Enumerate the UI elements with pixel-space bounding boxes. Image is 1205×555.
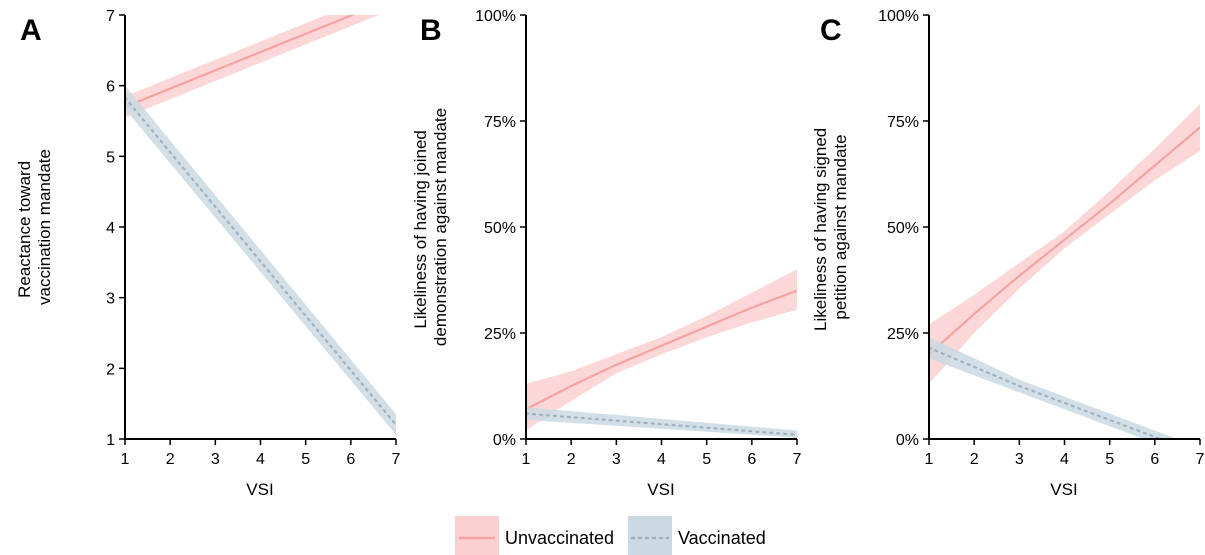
- legend: Unvaccinated Vaccinated: [455, 516, 766, 555]
- y-tick-label: 5: [106, 149, 115, 166]
- panel-letter: C: [820, 14, 842, 47]
- y-tick-label: 100%: [475, 8, 516, 25]
- x-tick-label: 2: [970, 451, 979, 468]
- data-layer: [526, 269, 797, 438]
- confidence-band-unvaccinated: [929, 104, 1200, 384]
- x-tick-label: 7: [392, 451, 401, 468]
- x-tick-label: 3: [612, 451, 621, 468]
- confidence-band-unvaccinated: [526, 269, 797, 431]
- x-tick-label: 1: [925, 451, 934, 468]
- legend-item-vaccinated: Vaccinated: [628, 516, 766, 555]
- x-tick-label: 1: [121, 451, 130, 468]
- x-tick-label: 5: [702, 451, 711, 468]
- x-tick-label: 7: [1196, 451, 1205, 468]
- x-tick-label: 6: [346, 451, 355, 468]
- legend-label-vaccinated: Vaccinated: [678, 528, 766, 548]
- y-tick-label: 25%: [887, 326, 919, 343]
- legend-label-unvaccinated: Unvaccinated: [505, 528, 614, 548]
- y-tick-label: 7: [106, 8, 115, 25]
- y-tick-label: 75%: [887, 114, 919, 131]
- panel-letter: B: [420, 14, 442, 47]
- confidence-band-unvaccinated: [125, 15, 379, 118]
- x-tick-label: 7: [793, 451, 802, 468]
- data-layer: [929, 104, 1200, 439]
- series-line-unvaccinated: [125, 15, 356, 108]
- x-tick-label: 6: [1150, 451, 1159, 468]
- y-tick-label: 6: [106, 79, 115, 96]
- y-tick-label: 25%: [484, 326, 516, 343]
- data-layer: [125, 15, 396, 435]
- x-tick-label: 4: [1060, 451, 1069, 468]
- x-tick-label: 2: [166, 451, 175, 468]
- panel-a: A Reactance toward vaccination mandate 1…: [15, 8, 401, 499]
- x-tick-label: 4: [657, 451, 666, 468]
- x-tick-label: 6: [747, 451, 756, 468]
- x-tick-label: 3: [211, 451, 220, 468]
- y-tick-label: 50%: [887, 220, 919, 237]
- series-line-unvaccinated: [526, 289, 797, 411]
- y-tick-label: 4: [106, 220, 115, 237]
- x-axis-title: VSI: [647, 480, 674, 499]
- y-axis-title-line: Reactance toward: [15, 161, 34, 298]
- y-axis-title: Likeliness of having joined demonstratio…: [411, 108, 450, 346]
- plot-area: 1 2 3 4 5 6 7 0% 25% 50% 75% 100%: [878, 8, 1204, 468]
- x-axis-title: VSI: [1050, 480, 1077, 499]
- x-axis-title: VSI: [246, 480, 273, 499]
- y-tick-label: 1: [106, 432, 115, 449]
- x-tick-label: 1: [522, 451, 531, 468]
- y-axis-title: Likeliness of having signed petition aga…: [811, 123, 850, 331]
- y-axis-title-line: vaccination mandate: [35, 149, 54, 305]
- x-tick-label: 3: [1015, 451, 1024, 468]
- legend-key-vaccinated: [628, 516, 672, 555]
- y-axis-title-line: petition against mandate: [831, 134, 850, 319]
- series-line-unvaccinated: [929, 126, 1200, 356]
- y-axis-title-line: Likeliness of having joined: [411, 130, 430, 328]
- y-tick-label: 50%: [484, 220, 516, 237]
- y-tick-label: 0%: [493, 432, 516, 449]
- panel-b: B Likeliness of having joined demonstrat…: [411, 8, 802, 499]
- legend-item-unvaccinated: Unvaccinated: [455, 516, 614, 555]
- plot-area: 1 2 3 4 5 6 7 0% 25% 50% 75% 100%: [475, 8, 801, 468]
- legend-key-unvaccinated: [455, 516, 499, 555]
- y-axis-title-line: Likeliness of having signed: [811, 128, 830, 331]
- x-tick-label: 4: [256, 451, 265, 468]
- y-tick-label: 3: [106, 291, 115, 308]
- confidence-band-vaccinated: [526, 407, 797, 438]
- series-line-vaccinated: [125, 96, 396, 426]
- panel-c: C Likeliness of having signed petition a…: [811, 8, 1205, 499]
- y-tick-label: 100%: [878, 8, 919, 25]
- x-tick-label: 5: [301, 451, 310, 468]
- y-axis-title: Reactance toward vaccination mandate: [15, 149, 54, 305]
- series-line-vaccinated: [526, 412, 797, 436]
- x-tick-label: 2: [567, 451, 576, 468]
- y-tick-label: 2: [106, 361, 115, 378]
- panel-letter: A: [20, 14, 42, 47]
- x-tick-label: 5: [1105, 451, 1114, 468]
- y-axis-title-line: demonstration against mandate: [431, 108, 450, 346]
- series-line-vaccinated: [929, 346, 1164, 439]
- y-tick-label: 0%: [896, 432, 919, 449]
- plot-area: 1 2 3 4 5 6 7 1 2 3 4 5 6 7: [106, 8, 401, 468]
- y-tick-label: 75%: [484, 114, 516, 131]
